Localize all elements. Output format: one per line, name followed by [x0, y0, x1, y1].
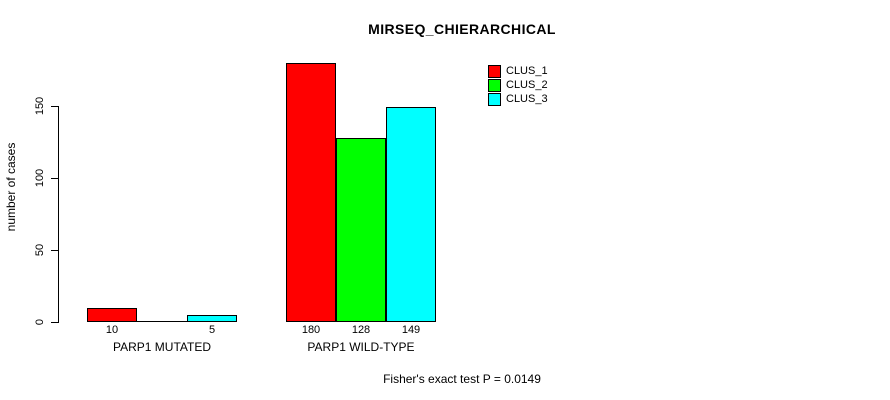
y-axis-tick	[51, 322, 58, 323]
legend-swatch-clus-2	[488, 79, 501, 92]
y-axis-tick-label: 50	[34, 243, 46, 257]
legend-row-clus-1: CLUS_1	[488, 65, 548, 78]
bar-clus-2-parp1-wild-type	[336, 138, 386, 322]
legend-swatch-clus-3	[488, 93, 501, 106]
y-axis-tick	[51, 250, 58, 251]
y-axis-tick-label: 100	[34, 168, 46, 188]
legend-row-clus-3: CLUS_3	[488, 93, 548, 106]
category-label-parp1-mutated: PARP1 MUTATED	[112, 340, 212, 354]
legend-swatch-clus-1	[488, 65, 501, 78]
chart-title: MIRSEQ_CHIERARCHICAL	[368, 21, 556, 37]
bar-clus-3-parp1-wild-type	[386, 107, 436, 322]
legend-label-clus-1: CLUS_1	[506, 65, 548, 77]
bar-value-label: 10	[105, 324, 119, 336]
legend: CLUS_1 CLUS_2 CLUS_3	[488, 65, 548, 107]
y-axis-tick	[51, 178, 58, 179]
legend-row-clus-2: CLUS_2	[488, 79, 548, 92]
y-axis-tick-label: 150	[34, 96, 46, 116]
legend-label-clus-3: CLUS_3	[506, 93, 548, 105]
bar-clus-3-parp1-mutated	[187, 315, 237, 322]
y-axis-tick	[51, 106, 58, 107]
category-label-parp1-wild-type: PARP1 WILD-TYPE	[307, 340, 415, 354]
bar-clus-1-parp1-mutated	[87, 308, 137, 322]
bar-value-label: 128	[351, 324, 371, 336]
fisher-test-annotation: Fisher's exact test P = 0.0149	[383, 372, 541, 386]
bar-clus-1-parp1-wild-type	[286, 63, 336, 322]
bar-clus-2-parp1-mutated	[137, 321, 187, 322]
y-axis-line	[58, 106, 59, 323]
bar-value-label: 149	[401, 324, 421, 336]
bar-value-label: 5	[208, 324, 216, 336]
y-axis-tick-label: 0	[34, 318, 46, 326]
bar-value-label: 180	[301, 324, 321, 336]
legend-label-clus-2: CLUS_2	[506, 79, 548, 91]
